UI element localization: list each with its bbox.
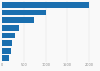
Bar [2, 17, 34, 23]
Bar [2, 40, 12, 46]
Bar [2, 2, 89, 8]
Bar [2, 55, 9, 61]
Bar [2, 33, 15, 38]
Bar [2, 10, 46, 15]
Bar [2, 25, 20, 31]
Bar [2, 48, 10, 54]
